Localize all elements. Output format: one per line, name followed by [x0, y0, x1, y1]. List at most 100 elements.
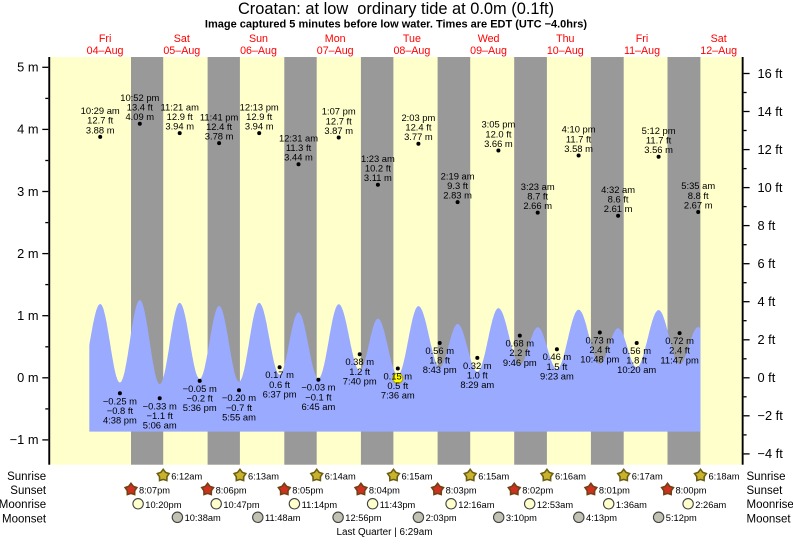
svg-text:Moonset: Moonset: [747, 513, 792, 525]
svg-text:5 m: 5 m: [17, 60, 38, 75]
svg-text:2:26am: 2:26am: [695, 500, 726, 510]
svg-text:12:53am: 12:53am: [537, 500, 573, 510]
svg-text:08–Aug: 08–Aug: [393, 45, 430, 57]
svg-text:9:23 am: 9:23 am: [540, 370, 574, 381]
svg-text:Last Quarter | 6:29am: Last Quarter | 6:29am: [337, 527, 433, 538]
svg-text:0 m: 0 m: [17, 370, 38, 385]
svg-text:Sunset: Sunset: [747, 485, 784, 497]
svg-text:Mon: Mon: [325, 33, 346, 45]
svg-text:10:47pm: 10:47pm: [223, 500, 259, 510]
svg-text:2.61 m: 2.61 m: [604, 203, 633, 214]
svg-text:−2 ft: −2 ft: [758, 408, 784, 423]
svg-text:10–Aug: 10–Aug: [547, 45, 584, 57]
svg-text:7:36 am: 7:36 am: [381, 390, 415, 401]
svg-text:Moonset: Moonset: [2, 513, 47, 525]
svg-text:4.09 m: 4.09 m: [125, 111, 154, 122]
svg-text:5:12pm: 5:12pm: [666, 513, 697, 523]
svg-text:10:38am: 10:38am: [185, 513, 221, 523]
svg-text:7:40 pm: 7:40 pm: [343, 375, 377, 386]
svg-text:Sunset: Sunset: [10, 485, 47, 497]
svg-text:8:05pm: 8:05pm: [292, 486, 323, 496]
svg-text:8:03pm: 8:03pm: [446, 486, 477, 496]
svg-text:−1 m: −1 m: [10, 432, 39, 447]
svg-text:6:13am: 6:13am: [248, 471, 279, 481]
svg-text:3.88 m: 3.88 m: [86, 124, 115, 135]
svg-text:8:01pm: 8:01pm: [599, 486, 630, 496]
svg-text:Sunrise: Sunrise: [7, 471, 46, 483]
svg-text:11–Aug: 11–Aug: [624, 45, 660, 57]
svg-text:6:18am: 6:18am: [709, 471, 740, 481]
svg-text:4 ft: 4 ft: [758, 294, 776, 309]
svg-text:6:16am: 6:16am: [555, 471, 586, 481]
svg-text:6:12am: 6:12am: [171, 471, 202, 481]
svg-text:3.77 m: 3.77 m: [404, 131, 433, 142]
svg-text:16 ft: 16 ft: [758, 66, 783, 81]
svg-text:8:04pm: 8:04pm: [369, 486, 400, 496]
svg-text:5:55 am: 5:55 am: [222, 411, 256, 422]
svg-text:6 ft: 6 ft: [758, 256, 776, 271]
svg-text:5:06 am: 5:06 am: [143, 420, 177, 431]
svg-text:Tue: Tue: [403, 33, 421, 45]
svg-text:2:03pm: 2:03pm: [426, 513, 457, 523]
svg-text:Thu: Thu: [556, 33, 574, 45]
svg-text:Sat: Sat: [174, 33, 190, 45]
svg-text:11:47 pm: 11:47 pm: [660, 354, 699, 365]
svg-text:8:43 pm: 8:43 pm: [423, 364, 457, 375]
svg-text:8:29 am: 8:29 am: [460, 379, 494, 390]
svg-text:2 ft: 2 ft: [758, 332, 776, 347]
svg-text:2 m: 2 m: [17, 246, 38, 261]
svg-text:12:56pm: 12:56pm: [345, 513, 381, 523]
svg-text:06–Aug: 06–Aug: [240, 45, 277, 57]
svg-text:6:14am: 6:14am: [325, 471, 356, 481]
svg-text:4 m: 4 m: [17, 122, 38, 137]
svg-text:04–Aug: 04–Aug: [87, 45, 124, 57]
svg-text:11:43pm: 11:43pm: [380, 500, 416, 510]
svg-text:3.78 m: 3.78 m: [205, 131, 234, 142]
svg-text:10:48 pm: 10:48 pm: [580, 354, 619, 365]
svg-text:14 ft: 14 ft: [758, 104, 783, 119]
svg-text:12 ft: 12 ft: [758, 142, 783, 157]
svg-text:07–Aug: 07–Aug: [317, 45, 354, 57]
svg-text:8 ft: 8 ft: [758, 218, 776, 233]
svg-text:4:38 pm: 4:38 pm: [103, 415, 137, 426]
svg-text:2.83 m: 2.83 m: [443, 190, 472, 201]
svg-text:3.58 m: 3.58 m: [564, 143, 593, 154]
svg-text:3.66 m: 3.66 m: [484, 138, 513, 149]
svg-text:Moonrise: Moonrise: [0, 499, 46, 511]
svg-text:1 m: 1 m: [17, 308, 38, 323]
svg-text:Sun: Sun: [249, 33, 268, 45]
svg-text:Image captured 5 minutes befor: Image captured 5 minutes before low wate…: [205, 19, 588, 31]
svg-text:11:14pm: 11:14pm: [302, 500, 338, 510]
svg-text:9:46 pm: 9:46 pm: [503, 357, 537, 368]
svg-text:3.94 m: 3.94 m: [165, 121, 194, 132]
svg-text:09–Aug: 09–Aug: [470, 45, 507, 57]
svg-text:3.56 m: 3.56 m: [644, 144, 673, 155]
svg-text:3 m: 3 m: [17, 184, 38, 199]
svg-text:6:45 am: 6:45 am: [301, 401, 335, 412]
svg-text:1:36am: 1:36am: [616, 500, 647, 510]
svg-text:3.11 m: 3.11 m: [364, 172, 392, 183]
svg-text:11:48am: 11:48am: [265, 513, 301, 523]
svg-text:3:10pm: 3:10pm: [506, 513, 537, 523]
svg-text:12–Aug: 12–Aug: [700, 45, 737, 57]
svg-text:Fri: Fri: [99, 33, 111, 45]
svg-text:10 ft: 10 ft: [758, 180, 783, 195]
svg-text:6:37 pm: 6:37 pm: [263, 388, 297, 399]
svg-text:3.87 m: 3.87 m: [324, 125, 353, 136]
svg-text:8:02pm: 8:02pm: [522, 486, 553, 496]
svg-text:05–Aug: 05–Aug: [163, 45, 200, 57]
svg-text:3.94 m: 3.94 m: [245, 121, 274, 132]
svg-text:6:15am: 6:15am: [402, 471, 433, 481]
svg-text:5:36 pm: 5:36 pm: [183, 402, 217, 413]
svg-text:Fri: Fri: [636, 33, 648, 45]
svg-text:Moonrise: Moonrise: [747, 499, 793, 511]
svg-text:Sunrise: Sunrise: [747, 471, 786, 483]
svg-text:3.44 m: 3.44 m: [284, 152, 313, 163]
svg-text:Sat: Sat: [711, 33, 727, 45]
svg-text:4:13pm: 4:13pm: [586, 513, 617, 523]
svg-text:0 ft: 0 ft: [758, 370, 776, 385]
svg-text:10:20pm: 10:20pm: [145, 500, 181, 510]
svg-text:2.67 m: 2.67 m: [684, 199, 713, 210]
svg-text:−4 ft: −4 ft: [758, 446, 784, 461]
svg-text:8:06pm: 8:06pm: [216, 486, 247, 496]
